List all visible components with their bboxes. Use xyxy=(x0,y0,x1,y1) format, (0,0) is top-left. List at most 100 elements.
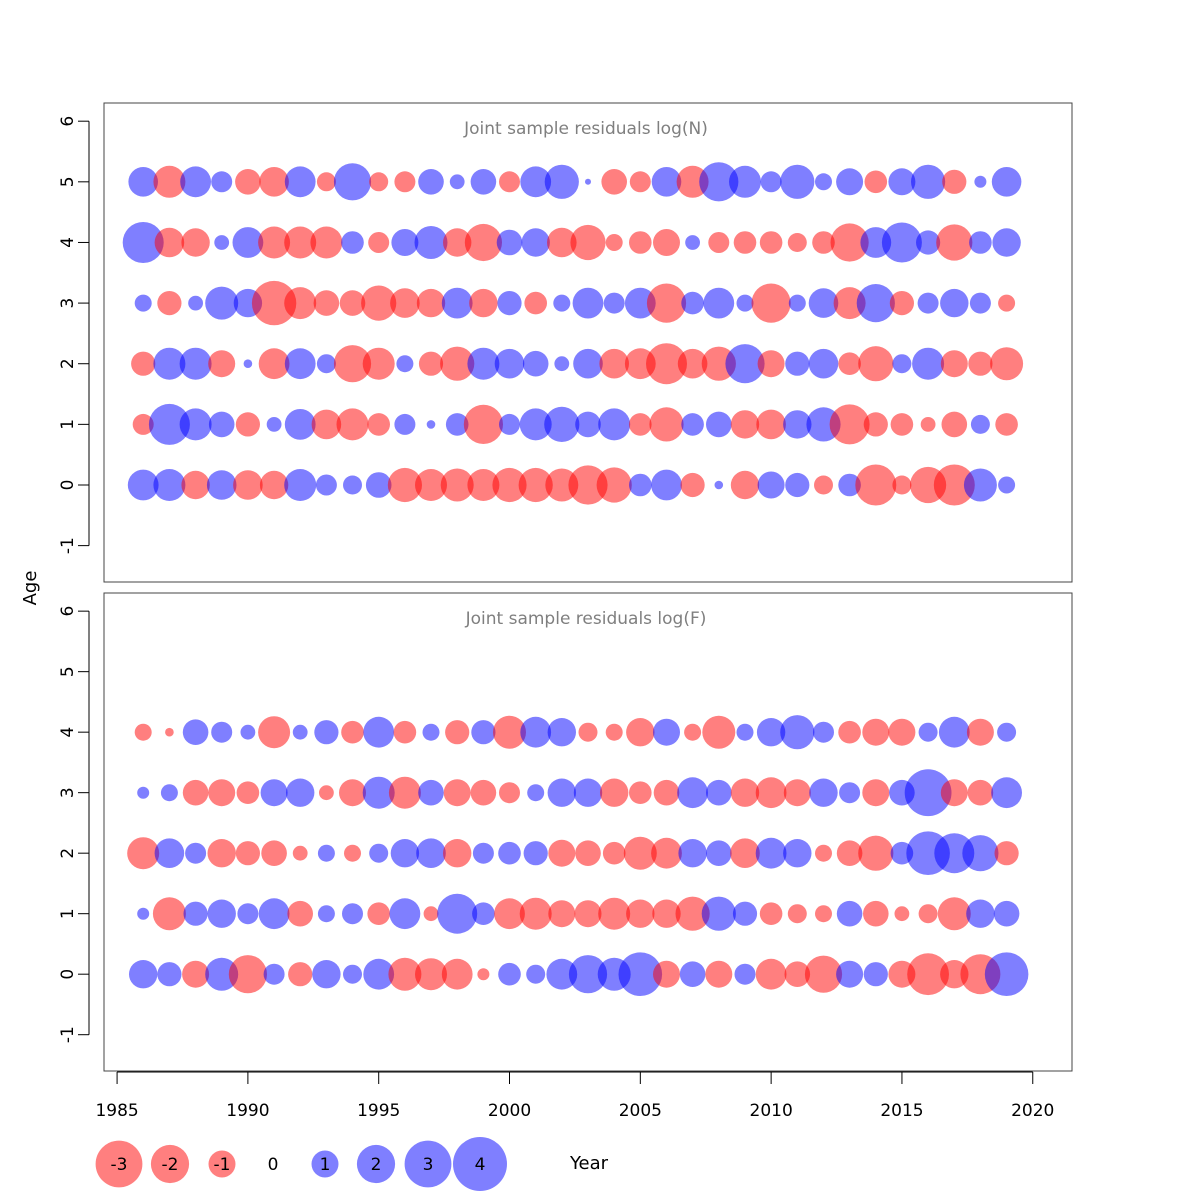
bubble-age2-2001 xyxy=(523,841,548,866)
bubble-age0-2013 xyxy=(838,473,861,497)
bubble-age4-2006 xyxy=(653,229,680,256)
bubble-age3-2013 xyxy=(833,287,866,320)
bubble-age0-2006 xyxy=(653,960,680,988)
y-tick-label: 2 xyxy=(58,848,78,859)
bubble-age4-2003 xyxy=(570,224,606,261)
bubble-age4-1987 xyxy=(165,727,174,737)
bubble-age4-2010 xyxy=(759,231,783,254)
bubble-age1-2002 xyxy=(548,900,576,928)
bubble-age4-2016 xyxy=(916,230,941,255)
bubble-age4-1991 xyxy=(258,716,291,749)
bubble-age3-2004 xyxy=(600,778,629,807)
bubble-age4-2012 xyxy=(813,721,834,743)
bubble-age4-2018 xyxy=(966,718,994,746)
bubble-age0-2017 xyxy=(940,960,969,989)
bubble-age5-2018 xyxy=(974,175,987,188)
bubble-age4-2014 xyxy=(862,718,890,746)
bubble-age2-2006 xyxy=(651,837,682,869)
bubble-age1-1995 xyxy=(367,902,391,925)
bubble-age3-1986 xyxy=(134,294,152,312)
bubble-age4-2018 xyxy=(969,231,992,254)
bubble-age1-2018 xyxy=(970,414,990,434)
bubble-age0-2014 xyxy=(863,962,888,987)
bubble-age4-2015 xyxy=(888,718,916,746)
y-tick-label: 1 xyxy=(58,419,78,430)
bubble-age3-2013 xyxy=(839,782,861,804)
bubble-age0-1987 xyxy=(153,469,186,501)
bubble-age5-2007 xyxy=(676,165,709,198)
bubble-age1-1992 xyxy=(284,409,316,440)
bubble-age4-2002 xyxy=(547,227,577,258)
bubble-age4-1986 xyxy=(122,222,164,263)
bubble-age4-2000 xyxy=(496,229,523,256)
bubble-age0-2012 xyxy=(814,475,833,495)
bubble-age4-2007 xyxy=(684,723,702,741)
bubble-age3-2004 xyxy=(603,292,625,314)
bubble-age1-2004 xyxy=(598,897,631,930)
panel-title: Joint sample residuals log(N) xyxy=(463,119,708,139)
x-axis: 1985 1990 1995 2000 2005 2010 2015 2020 xyxy=(95,1071,1054,1121)
bubble-age1-1996 xyxy=(389,898,421,930)
bubble-age1-1993 xyxy=(317,905,335,923)
bubble-age1-2009 xyxy=(732,901,758,926)
bubble-age4-1987 xyxy=(154,227,185,258)
plot-frame xyxy=(103,102,1073,583)
x-tick-label: 2005 xyxy=(619,1101,662,1121)
y-axis-label: Age xyxy=(20,571,41,606)
bubble-age1-2005 xyxy=(626,899,655,928)
bubble-age3-2001 xyxy=(527,784,545,802)
bubble-age2-1994 xyxy=(333,345,372,383)
bubble-age0-2001 xyxy=(518,467,553,503)
bubble-age4-1994 xyxy=(341,720,364,744)
legend: -3 -2 -1 0 1 2 3 4 xyxy=(95,1137,507,1191)
bubble-age0-2008 xyxy=(714,480,724,490)
bubble-age5-1990 xyxy=(235,169,261,195)
bubble-age4-2017 xyxy=(936,224,973,261)
bubble-age4-2004 xyxy=(605,234,623,251)
y-tick-label: 4 xyxy=(58,237,78,248)
bubble-age4-1994 xyxy=(341,231,364,254)
bubble-age3-1995 xyxy=(362,776,395,809)
bubble-age2-2005 xyxy=(623,836,657,870)
bubble-age3-1998 xyxy=(441,287,473,319)
bubble-age0-2012 xyxy=(804,955,843,993)
bubble-age2-2019 xyxy=(994,841,1019,866)
bubble-age1-1986 xyxy=(132,413,154,435)
bubble-age3-2018 xyxy=(969,292,991,314)
bubble-age2-1998 xyxy=(443,839,472,868)
x-tick-label: 1990 xyxy=(226,1101,269,1121)
bubble-age2-2013 xyxy=(838,352,861,376)
bubble-age0-2007 xyxy=(680,472,705,498)
bubble-age3-1989 xyxy=(208,779,236,807)
bubble-age0-1990 xyxy=(228,955,267,994)
bubble-age4-1997 xyxy=(414,226,448,259)
bubble-age3-2006 xyxy=(646,283,687,323)
bubble-age0-1993 xyxy=(315,474,337,496)
legend-label: 0 xyxy=(268,1155,279,1175)
bubble-age1-1989 xyxy=(207,899,236,928)
bubble-age3-2008 xyxy=(706,779,732,806)
bubble-age2-1994 xyxy=(344,844,361,862)
bubble-age3-2003 xyxy=(573,778,603,807)
bubble-age3-1988 xyxy=(188,295,204,311)
bubble-age2-1992 xyxy=(292,845,308,861)
bubble-age4-1996 xyxy=(391,229,419,256)
bubble-age3-2010 xyxy=(755,777,787,809)
bubble-age1-2013 xyxy=(829,404,870,445)
bubble-age0-1988 xyxy=(181,470,210,500)
bubble-age1-2017 xyxy=(937,897,971,931)
bubble-age2-1998 xyxy=(440,346,475,381)
bubble-age4-1989 xyxy=(214,235,230,250)
bubble-age4-1998 xyxy=(443,228,472,257)
bubble-age3-1998 xyxy=(443,779,471,807)
bubble-age0-1992 xyxy=(288,962,313,987)
bubble-age4-1988 xyxy=(181,228,210,257)
legend-item: -1 xyxy=(208,1150,236,1178)
bubble-age0-1997 xyxy=(415,469,447,501)
bubble-age0-2010 xyxy=(755,958,787,990)
bubble-age1-2004 xyxy=(598,408,631,441)
bubble-age5-1992 xyxy=(284,166,316,198)
y-tick-label: 0 xyxy=(58,480,78,491)
bubble-age3-2015 xyxy=(889,291,915,316)
bubble-age0-1992 xyxy=(284,469,317,501)
